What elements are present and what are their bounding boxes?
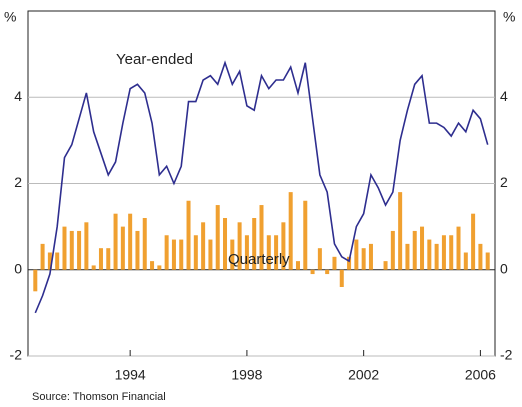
bar: [295, 261, 300, 270]
x-tick-label: 2006: [465, 367, 496, 383]
bar: [33, 269, 38, 292]
bar: [405, 243, 410, 270]
bar: [347, 256, 352, 270]
bar: [120, 226, 125, 270]
y-tick-label: -2: [10, 347, 23, 363]
y2-tick-label: 0: [500, 260, 508, 276]
bar: [98, 248, 103, 270]
x-tick-label: 1994: [115, 367, 146, 383]
bar: [420, 226, 425, 270]
bar: [449, 235, 454, 270]
bar: [201, 222, 206, 270]
bar: [135, 230, 140, 270]
bar: [69, 230, 74, 270]
bar: [91, 265, 96, 270]
bar: [325, 269, 330, 275]
bar: [303, 200, 308, 270]
y-unit-left: %: [4, 9, 16, 25]
bar: [463, 252, 468, 270]
y-unit-right: %: [503, 9, 515, 25]
bar: [471, 213, 476, 270]
y2-tick-label: -2: [500, 347, 513, 363]
bar: [354, 239, 359, 270]
y2-tick-label: 4: [500, 88, 508, 104]
bar: [274, 235, 279, 270]
bar: [390, 230, 395, 270]
bar: [339, 269, 344, 287]
bar: [237, 222, 242, 270]
bar: [179, 239, 184, 270]
bar: [281, 222, 286, 270]
bar: [113, 213, 118, 270]
source: Source: Thomson Financial: [32, 391, 166, 403]
bar: [259, 205, 264, 270]
bar: [47, 252, 52, 270]
bar: [252, 218, 257, 270]
bar: [456, 226, 461, 270]
bar: [164, 235, 169, 270]
bar: [266, 235, 271, 270]
bar: [383, 261, 388, 270]
bar: [186, 200, 191, 270]
bar: [368, 243, 373, 270]
y-tick-label: 2: [14, 174, 22, 190]
bar: [77, 230, 82, 270]
bar: [288, 192, 293, 270]
bar: [106, 248, 111, 270]
bar: [223, 218, 228, 270]
bar: [310, 269, 315, 275]
bar: [157, 265, 162, 270]
bar: [485, 252, 490, 270]
annotation: Year-ended: [116, 51, 193, 68]
bar: [244, 235, 249, 270]
bar: [332, 256, 337, 270]
bar: [40, 243, 45, 270]
x-tick-label: 1998: [231, 367, 262, 383]
bar: [317, 248, 322, 270]
bar: [398, 192, 403, 270]
bar: [208, 239, 213, 270]
bar: [412, 230, 417, 270]
bar: [427, 239, 432, 270]
y2-tick-label: 2: [500, 174, 508, 190]
bar: [478, 243, 483, 270]
bar: [84, 222, 89, 270]
bar: [230, 239, 235, 270]
bar: [441, 235, 446, 270]
bar: [150, 261, 155, 270]
bar: [55, 252, 60, 270]
bar: [193, 235, 198, 270]
bar: [171, 239, 176, 270]
y-tick-label: 4: [14, 88, 22, 104]
line: [34, 60, 489, 314]
annotation: Quarterly: [228, 251, 290, 268]
bar: [128, 213, 133, 270]
x-tick-label: 2002: [348, 367, 379, 383]
bar: [361, 248, 366, 270]
bar: [434, 243, 439, 270]
bar: [142, 218, 147, 270]
bar: [62, 226, 67, 270]
bar: [215, 205, 220, 270]
y-tick-label: 0: [14, 260, 22, 276]
